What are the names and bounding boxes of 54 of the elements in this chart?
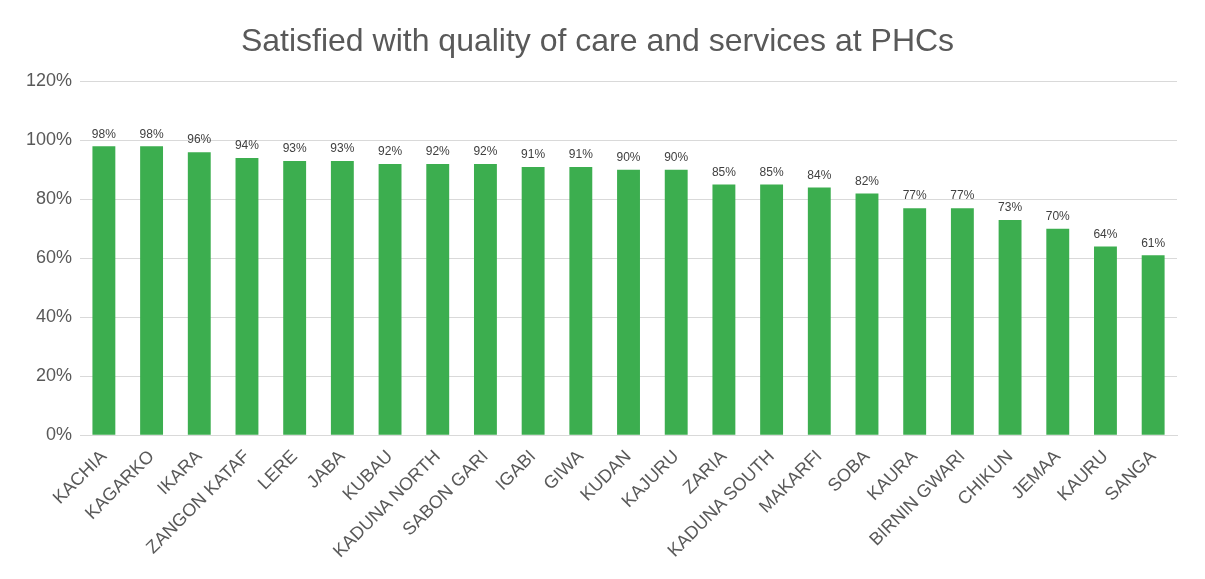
y-tick-label: 60% bbox=[36, 247, 73, 268]
bar bbox=[426, 163, 450, 435]
data-label: 91% bbox=[521, 147, 546, 162]
data-label: 92% bbox=[473, 144, 498, 159]
data-label: 90% bbox=[616, 150, 641, 165]
bar bbox=[1141, 255, 1165, 435]
data-label: 92% bbox=[378, 144, 403, 159]
data-label: 77% bbox=[950, 188, 975, 203]
data-label: 64% bbox=[1093, 226, 1118, 241]
bar bbox=[378, 163, 402, 435]
data-label: 61% bbox=[1141, 235, 1166, 250]
bar bbox=[664, 169, 688, 435]
bar bbox=[617, 169, 640, 435]
chart-title: Satisfied with quality of care and services at PHCs bbox=[240, 22, 955, 59]
bar bbox=[807, 187, 831, 435]
bar bbox=[950, 208, 974, 435]
data-label: 94% bbox=[234, 138, 260, 153]
y-tick-label: 80% bbox=[36, 188, 73, 209]
data-label: 92% bbox=[425, 144, 451, 159]
data-label: 91% bbox=[568, 147, 594, 162]
bar bbox=[569, 166, 593, 435]
data-label: 96% bbox=[187, 132, 212, 147]
data-label: 73% bbox=[998, 200, 1023, 215]
bar bbox=[1046, 228, 1070, 435]
y-tick-label: 100% bbox=[25, 129, 73, 150]
data-label: 70% bbox=[1045, 209, 1071, 224]
bar bbox=[521, 166, 545, 435]
data-label: 84% bbox=[807, 167, 832, 182]
bar bbox=[283, 160, 307, 435]
bar bbox=[473, 163, 497, 435]
bar bbox=[855, 193, 879, 435]
bar bbox=[903, 208, 927, 435]
data-label: 90% bbox=[664, 150, 689, 165]
data-label: 98% bbox=[139, 126, 164, 141]
bar bbox=[330, 160, 354, 435]
bar bbox=[712, 184, 736, 435]
data-label: 77% bbox=[902, 188, 928, 203]
bar bbox=[140, 146, 164, 435]
bar bbox=[92, 146, 116, 435]
bar bbox=[235, 158, 259, 435]
data-label: 85% bbox=[759, 164, 784, 179]
data-label: 82% bbox=[854, 173, 880, 188]
bar bbox=[998, 219, 1022, 435]
data-label: 85% bbox=[711, 164, 737, 179]
data-label: 93% bbox=[282, 141, 307, 156]
bar bbox=[187, 152, 211, 435]
data-label: 93% bbox=[330, 141, 355, 156]
y-tick-label: 40% bbox=[36, 306, 73, 327]
bar bbox=[760, 184, 784, 435]
y-tick-label: 0% bbox=[46, 424, 73, 445]
bar bbox=[1094, 246, 1117, 435]
y-tick-label: 120% bbox=[25, 70, 73, 91]
y-tick-label: 20% bbox=[36, 365, 73, 386]
data-label: 98% bbox=[91, 126, 117, 141]
